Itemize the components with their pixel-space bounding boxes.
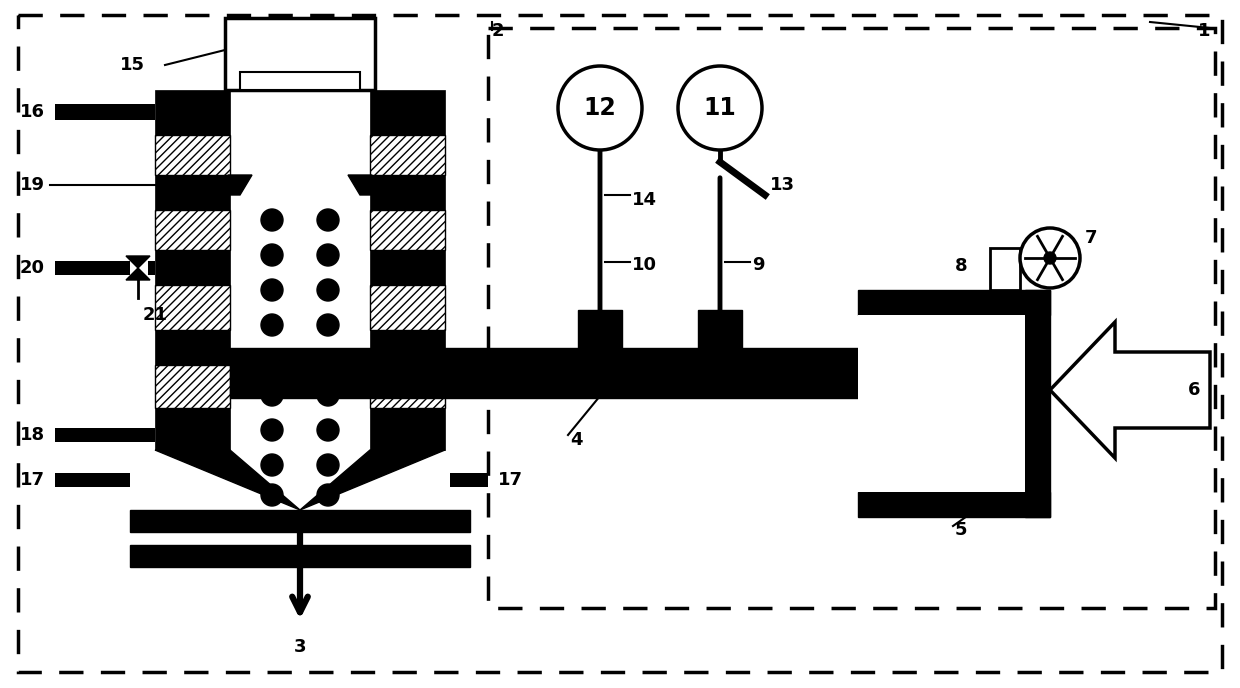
Text: 19: 19 <box>20 176 45 194</box>
Circle shape <box>260 384 283 406</box>
Text: 6: 6 <box>1188 381 1200 399</box>
Polygon shape <box>155 285 229 330</box>
Circle shape <box>260 244 283 266</box>
Text: 20: 20 <box>20 259 45 277</box>
Polygon shape <box>126 256 150 268</box>
Text: 15: 15 <box>120 56 145 74</box>
Circle shape <box>317 314 339 336</box>
Polygon shape <box>130 545 470 567</box>
Circle shape <box>317 454 339 476</box>
Circle shape <box>317 419 339 441</box>
Polygon shape <box>370 285 445 330</box>
Polygon shape <box>155 330 229 365</box>
Polygon shape <box>55 261 130 275</box>
Polygon shape <box>55 428 155 442</box>
Circle shape <box>260 419 283 441</box>
Text: 21: 21 <box>143 306 167 324</box>
Polygon shape <box>370 210 445 250</box>
Text: 7: 7 <box>1085 229 1097 247</box>
Text: 16: 16 <box>20 103 45 121</box>
Polygon shape <box>155 175 229 210</box>
Circle shape <box>317 349 339 371</box>
Polygon shape <box>130 510 470 532</box>
Text: 4: 4 <box>570 431 583 449</box>
Circle shape <box>260 454 283 476</box>
Text: 12: 12 <box>584 96 616 120</box>
Polygon shape <box>224 18 374 90</box>
Text: 9: 9 <box>751 256 765 274</box>
Polygon shape <box>228 175 252 195</box>
Polygon shape <box>1050 322 1210 458</box>
Polygon shape <box>1025 290 1050 517</box>
Text: 17: 17 <box>20 471 45 489</box>
Circle shape <box>317 484 339 506</box>
Polygon shape <box>241 72 360 90</box>
Text: 18: 18 <box>20 426 45 444</box>
Text: 3: 3 <box>294 638 306 656</box>
Text: 1: 1 <box>1198 22 1210 40</box>
Polygon shape <box>229 348 861 398</box>
Polygon shape <box>155 408 229 450</box>
Polygon shape <box>370 250 445 285</box>
Polygon shape <box>370 90 445 135</box>
Circle shape <box>317 244 339 266</box>
Polygon shape <box>155 90 229 135</box>
Polygon shape <box>126 268 150 280</box>
Polygon shape <box>370 330 445 365</box>
Circle shape <box>558 66 642 150</box>
Circle shape <box>317 279 339 301</box>
Polygon shape <box>370 408 445 450</box>
Polygon shape <box>300 450 445 510</box>
Circle shape <box>317 384 339 406</box>
Polygon shape <box>578 310 622 350</box>
Polygon shape <box>55 104 155 120</box>
Polygon shape <box>155 210 229 250</box>
Text: 11: 11 <box>703 96 737 120</box>
Text: 8: 8 <box>955 257 968 275</box>
Polygon shape <box>155 135 229 175</box>
Polygon shape <box>55 473 130 487</box>
Polygon shape <box>370 175 445 210</box>
Polygon shape <box>155 250 229 285</box>
Circle shape <box>1044 252 1056 264</box>
Polygon shape <box>370 365 445 408</box>
Polygon shape <box>348 175 372 195</box>
Polygon shape <box>155 365 229 408</box>
Polygon shape <box>155 450 300 510</box>
Text: 10: 10 <box>632 256 657 274</box>
Circle shape <box>317 209 339 231</box>
Circle shape <box>260 279 283 301</box>
Text: 13: 13 <box>770 176 795 194</box>
Circle shape <box>1021 228 1080 288</box>
Circle shape <box>678 66 763 150</box>
Text: 14: 14 <box>632 191 657 209</box>
Text: 5: 5 <box>955 521 967 539</box>
Polygon shape <box>858 290 1050 315</box>
Polygon shape <box>858 315 1025 492</box>
Circle shape <box>260 314 283 336</box>
Polygon shape <box>148 261 155 275</box>
Polygon shape <box>698 310 742 350</box>
Polygon shape <box>370 135 445 175</box>
Text: 17: 17 <box>498 471 523 489</box>
Polygon shape <box>450 473 489 487</box>
Circle shape <box>260 484 283 506</box>
Circle shape <box>260 349 283 371</box>
Circle shape <box>260 209 283 231</box>
Polygon shape <box>858 492 1050 517</box>
Polygon shape <box>229 90 370 510</box>
Text: 2: 2 <box>492 22 505 40</box>
Polygon shape <box>990 248 1021 290</box>
